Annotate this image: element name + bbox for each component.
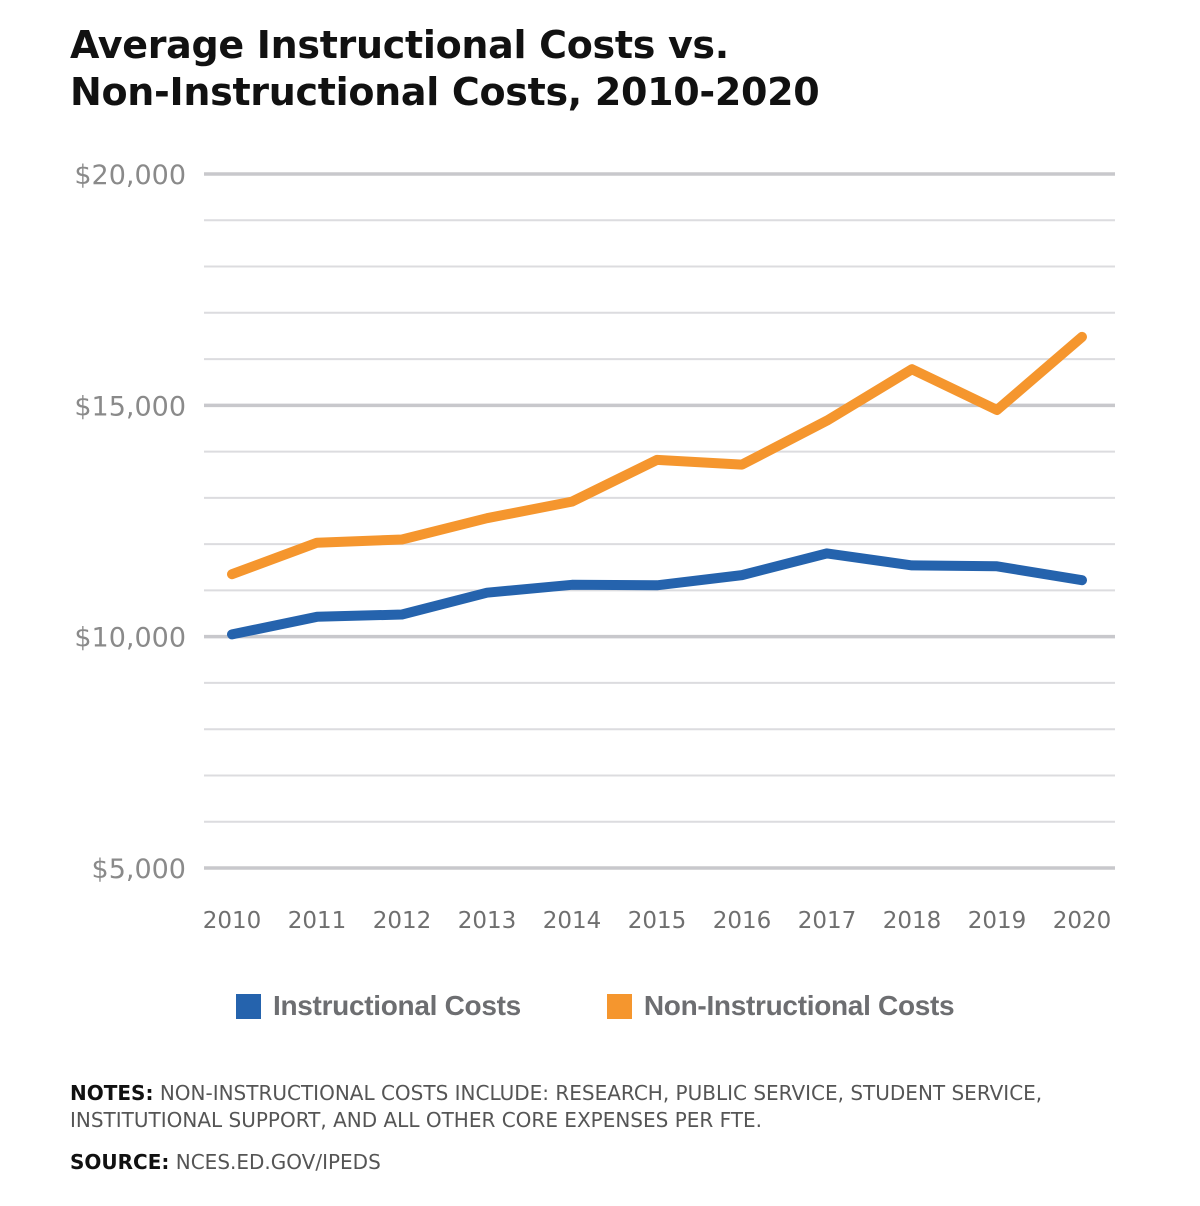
- x-tick-label: 2017: [798, 908, 857, 934]
- x-tick-label: 2014: [543, 908, 602, 934]
- x-tick-label: 2012: [373, 908, 432, 934]
- notes-text: NON-INSTRUCTIONAL COSTS INCLUDE: RESEARC…: [70, 1081, 1043, 1132]
- notes-label: NOTES:: [70, 1081, 154, 1105]
- chart-title: Average Instructional Costs vs. Non-Inst…: [70, 22, 820, 116]
- x-tick-label: 2015: [628, 908, 687, 934]
- x-tick-label: 2011: [288, 908, 347, 934]
- y-tick-label: $20,000: [74, 160, 186, 191]
- x-tick-label: 2019: [968, 908, 1027, 934]
- y-tick-label: $15,000: [74, 391, 186, 422]
- y-tick-label: $5,000: [92, 854, 186, 885]
- chart-title-line-2: Non-Instructional Costs, 2010-2020: [70, 70, 820, 114]
- chart-notes: NOTES: NON-INSTRUCTIONAL COSTS INCLUDE: …: [70, 1080, 1120, 1134]
- legend-item-non-instructional: Non-Instructional Costs: [606, 990, 955, 1022]
- y-tick-label: $10,000: [74, 623, 186, 654]
- series-line-instructional-costs: [227, 548, 1087, 640]
- chart-source: SOURCE: NCES.ED.GOV/IPEDS: [70, 1150, 381, 1174]
- legend-item-instructional: Instructional Costs: [236, 990, 521, 1022]
- legend-swatch-instructional: [236, 993, 261, 1019]
- legend-label-non-instructional: Non-Instructional Costs: [643, 990, 955, 1021]
- x-tick-label: 2013: [458, 908, 517, 934]
- line-chart: $5,000 $10,000 $15,000 $20,000 2010 2011 2012 2…: [74, 160, 1115, 934]
- chart-legend: Instructional Costs Non-Instructional Co…: [236, 990, 1040, 1022]
- source-label: SOURCE:: [70, 1150, 170, 1174]
- series-line-non-instructional-costs: [227, 331, 1087, 580]
- legend-label-instructional: Instructional Costs: [273, 990, 521, 1021]
- legend-swatch-non-instructional: [606, 993, 632, 1019]
- source-text: NCES.ED.GOV/IPEDS: [175, 1150, 381, 1174]
- x-tick-label: 2010: [203, 908, 262, 934]
- x-tick-label: 2018: [883, 908, 942, 934]
- x-tick-label: 2016: [713, 908, 772, 934]
- x-tick-label: 2020: [1053, 908, 1112, 934]
- chart-title-line-1: Average Instructional Costs vs.: [70, 23, 729, 67]
